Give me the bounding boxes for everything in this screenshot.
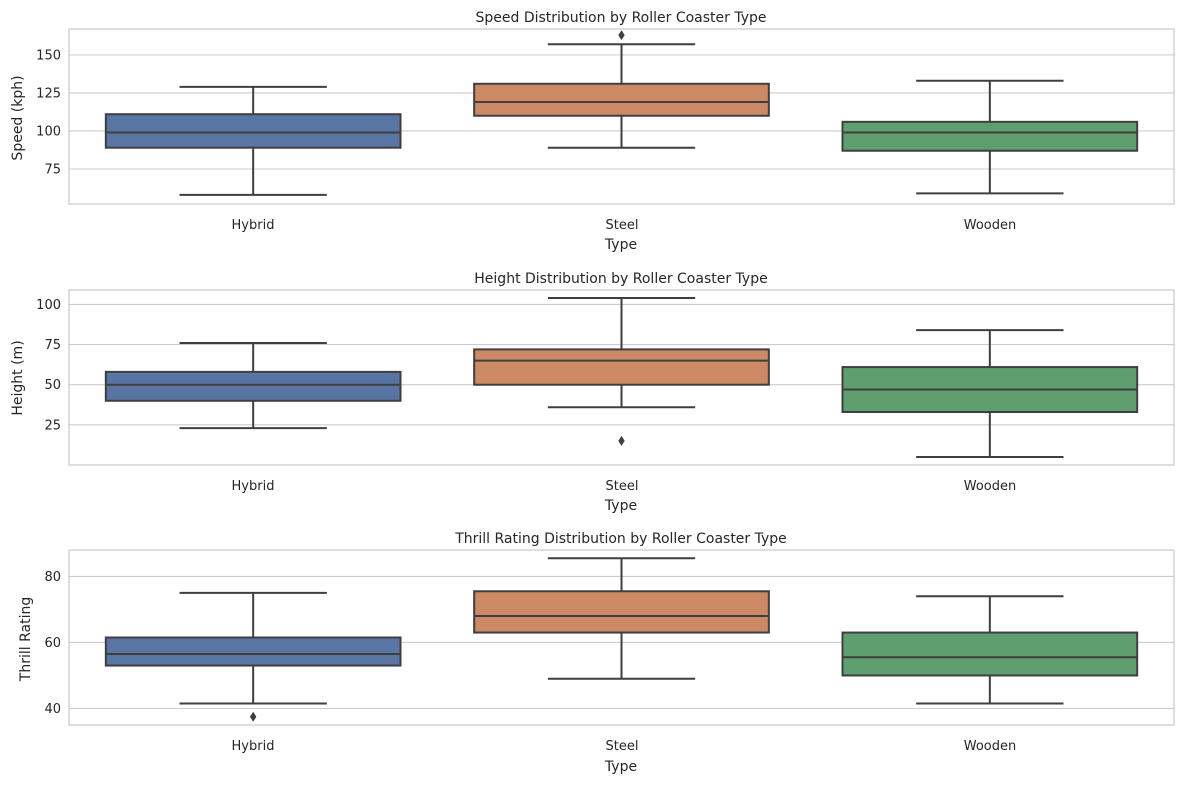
y-ticks: 40 60 80: [44, 570, 61, 717]
x-tick-label: Wooden: [964, 218, 1017, 233]
y-tick-label: 75: [44, 338, 61, 353]
y-tick-label: 125: [36, 86, 61, 101]
y-tick-label: 25: [44, 418, 61, 433]
x-ticks: Hybrid Steel Wooden: [232, 479, 1017, 494]
x-tick-label: Hybrid: [232, 739, 275, 754]
iqr-box: [104, 370, 402, 402]
plot-frame: [68, 549, 1175, 726]
box-wooden: [841, 595, 1139, 705]
y-tick-label: 100: [36, 298, 61, 313]
iqr-box: [473, 590, 770, 634]
y-tick-label: 60: [44, 636, 61, 651]
x-tick-label: Steel: [606, 479, 639, 494]
y-tick-label: 40: [44, 702, 61, 717]
box-wooden: [841, 79, 1139, 195]
x-tick-label: Wooden: [964, 739, 1017, 754]
iqr-box: [841, 631, 1139, 677]
chart-title: Height Distribution by Roller Coaster Ty…: [474, 271, 767, 287]
boxes: [104, 557, 1139, 722]
plot-frame: [68, 28, 1175, 205]
x-ticks: Hybrid Steel Wooden: [232, 739, 1017, 754]
iqr-box: [841, 120, 1139, 152]
thrill-chart-panel: Thrill Rating Distribution by Roller Coa…: [18, 531, 1175, 775]
y-tick-label: 75: [44, 163, 61, 178]
chart-title: Speed Distribution by Roller Coaster Typ…: [475, 10, 766, 26]
outlier-point: [618, 30, 625, 41]
box-hybrid: [104, 591, 402, 722]
box-steel: [473, 557, 770, 680]
boxes: [104, 30, 1139, 196]
boxes: [104, 297, 1139, 458]
chart-title: Thrill Rating Distribution by Roller Coa…: [454, 531, 787, 547]
speed-chart-panel: Speed Distribution by Roller Coaster Typ…: [10, 10, 1175, 253]
y-axis-label: Speed (kph): [10, 75, 26, 160]
box-steel: [473, 30, 770, 149]
box-hybrid: [104, 85, 402, 196]
y-ticks: 75 100 125 150: [36, 48, 61, 177]
y-ticks: 25 50 75 100: [36, 298, 61, 433]
y-axis-label: Height (m): [10, 340, 26, 415]
x-tick-label: Hybrid: [232, 479, 275, 494]
y-tick-label: 80: [44, 570, 61, 585]
iqr-box: [104, 636, 402, 667]
iqr-box: [473, 348, 770, 386]
x-tick-label: Steel: [606, 218, 639, 233]
x-axis-label: Type: [604, 498, 637, 514]
box-wooden: [841, 329, 1139, 458]
y-axis-label: Thrill Rating: [18, 597, 34, 682]
outlier-point: [249, 711, 257, 722]
y-tick-label: 150: [36, 48, 61, 63]
x-tick-label: Wooden: [964, 479, 1017, 494]
x-ticks: Hybrid Steel Wooden: [232, 218, 1017, 233]
outlier-point: [618, 435, 625, 446]
plot-frame: [68, 289, 1175, 466]
x-axis-label: Type: [604, 237, 637, 253]
x-tick-label: Steel: [606, 739, 639, 754]
box-hybrid: [104, 341, 402, 430]
y-tick-label: 100: [36, 124, 61, 139]
height-chart-panel: Height Distribution by Roller Coaster Ty…: [10, 271, 1175, 514]
x-axis-label: Type: [604, 759, 637, 775]
box-steel: [473, 297, 770, 446]
y-tick-label: 50: [44, 378, 61, 393]
iqr-box: [473, 82, 770, 117]
x-tick-label: Hybrid: [232, 218, 275, 233]
iqr-box: [104, 113, 402, 149]
